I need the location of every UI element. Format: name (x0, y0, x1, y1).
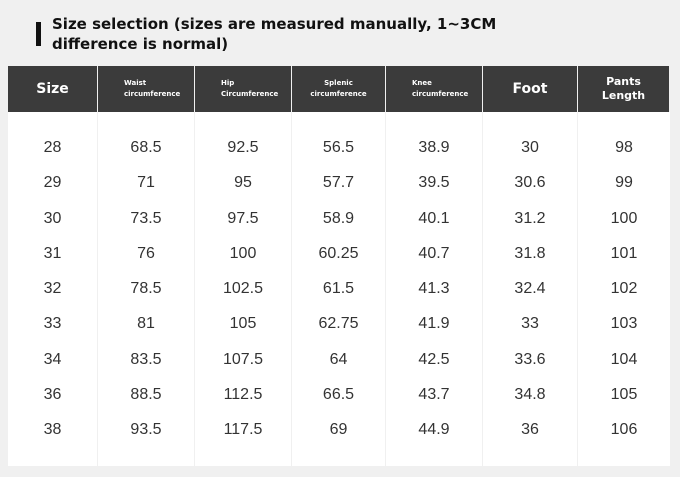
header-pants-line2: Length (601, 89, 646, 102)
column-pants-length: 98 99 100 101 102 103 104 105 106 (578, 112, 670, 466)
header-hip: Hip Circumference (195, 66, 292, 112)
header-knee: Knee circumference (386, 66, 483, 112)
table-cell: 69 (329, 421, 348, 439)
header-size: Size (8, 66, 98, 112)
table-cell: 71 (137, 174, 155, 192)
table-cell: 33.6 (514, 350, 546, 368)
table-cell: 41.9 (418, 315, 450, 333)
table-cell: 95 (234, 174, 252, 192)
table-cell: 31 (43, 244, 62, 262)
table-cell: 61.5 (322, 280, 355, 298)
table-cell: 60.25 (318, 244, 359, 262)
table-cell: 31.2 (514, 209, 546, 227)
table-cell: 88.5 (130, 386, 162, 404)
table-cell: 58.9 (322, 209, 355, 227)
header-splenic: Splenic circumference (292, 66, 386, 112)
table-cell: 44.9 (418, 421, 450, 439)
header-knee-line1: Knee (412, 79, 432, 87)
table-cell: 66.5 (322, 386, 355, 404)
table-cell: 97.5 (227, 209, 259, 227)
table-cell: 112.5 (223, 386, 263, 404)
page-title: Size selection (sizes are measured manua… (52, 15, 497, 53)
header-splenic-line1: Splenic (324, 79, 353, 87)
table-cell: 43.7 (418, 386, 450, 404)
header-pants-length: Pants Length (578, 66, 670, 112)
header-knee-line2: circumference (412, 90, 469, 98)
table-cell: 32.4 (514, 280, 546, 298)
table-cell: 34 (43, 350, 62, 368)
column-knee: 38.9 39.5 40.1 40.7 41.3 41.9 42.5 43.7 44.9 (386, 112, 483, 466)
title-accent-bar (36, 22, 41, 46)
table-cell: 31.8 (514, 244, 546, 262)
header-pants-line1: Pants (606, 75, 641, 88)
table-cell: 107.5 (222, 350, 264, 368)
table-cell: 40.1 (418, 209, 450, 227)
table-cell: 38.9 (418, 139, 450, 156)
table-cell: 68.5 (130, 139, 162, 156)
table-cell: 93.5 (130, 421, 162, 439)
table-cell: 28 (43, 139, 62, 156)
header-waist-line1: Waist (124, 79, 147, 87)
table-cell: 62.75 (318, 315, 359, 333)
table-cell: 29 (43, 174, 62, 192)
table-cell: 39.5 (418, 174, 450, 192)
table-cell: 40.7 (418, 244, 450, 262)
table-cell: 92.5 (227, 139, 259, 156)
header-splenic-line2: circumference (310, 90, 367, 98)
table-cell: 33 (43, 315, 62, 333)
table-cell: 33 (521, 315, 539, 333)
table-cell: 81 (137, 315, 155, 333)
table-cell: 36 (43, 386, 62, 404)
header-waist-line2: circumference (124, 90, 181, 98)
table-cell: 117.5 (223, 421, 263, 439)
table-cell: 83.5 (130, 350, 162, 368)
table-cell: 76 (137, 244, 155, 262)
header-waist: Waist circumference (98, 66, 195, 112)
table-cell: 100 (610, 209, 638, 227)
column-waist: 68.5 71 73.5 76 78.5 81 83.5 88.5 93.5 (98, 112, 195, 466)
size-table: Size Waist circumference Hip Circumferen… (8, 66, 670, 466)
column-hip: 92.5 95 97.5 100 102.5 105 107.5 112.5 117.5 (195, 112, 292, 466)
table-cell: 36 (521, 421, 539, 439)
table-cell: 30 (521, 139, 539, 156)
table-cell: 64 (329, 350, 348, 368)
table-cell: 105 (610, 386, 638, 404)
table-cell: 32 (43, 280, 62, 298)
column-size: 28 29 30 31 32 33 34 36 38 (8, 112, 98, 466)
table-cell: 41.3 (418, 280, 450, 298)
table-cell: 103 (610, 315, 638, 333)
table-cell: 30.6 (514, 174, 546, 192)
table-cell: 38 (43, 421, 62, 439)
table-cell: 30 (43, 209, 62, 227)
header-hip-line1: Hip (221, 79, 235, 87)
table-cell: 98 (615, 139, 633, 156)
table-cell: 78.5 (130, 280, 162, 298)
header-hip-line2: Circumference (221, 90, 279, 98)
column-foot: 30 30.6 31.2 31.8 32.4 33 33.6 34.8 36 (483, 112, 578, 466)
column-splenic: 56.5 57.7 58.9 60.25 61.5 62.75 64 66.5 69 (292, 112, 386, 466)
table-cell: 104 (610, 350, 638, 368)
table-cell: 102.5 (222, 280, 264, 298)
table-cell: 34.8 (514, 386, 546, 404)
table-cell: 73.5 (130, 209, 162, 227)
table-cell: 102 (610, 280, 638, 298)
table-cell: 100 (229, 244, 257, 262)
table-cell: 57.7 (322, 174, 355, 192)
header-foot: Foot (483, 66, 578, 112)
table-cell: 56.5 (322, 139, 355, 156)
table-cell: 101 (610, 244, 638, 262)
table-cell: 42.5 (418, 350, 450, 368)
table-cell: 106 (610, 421, 638, 439)
table-cell: 105 (229, 315, 257, 333)
table-cell: 99 (615, 174, 633, 192)
